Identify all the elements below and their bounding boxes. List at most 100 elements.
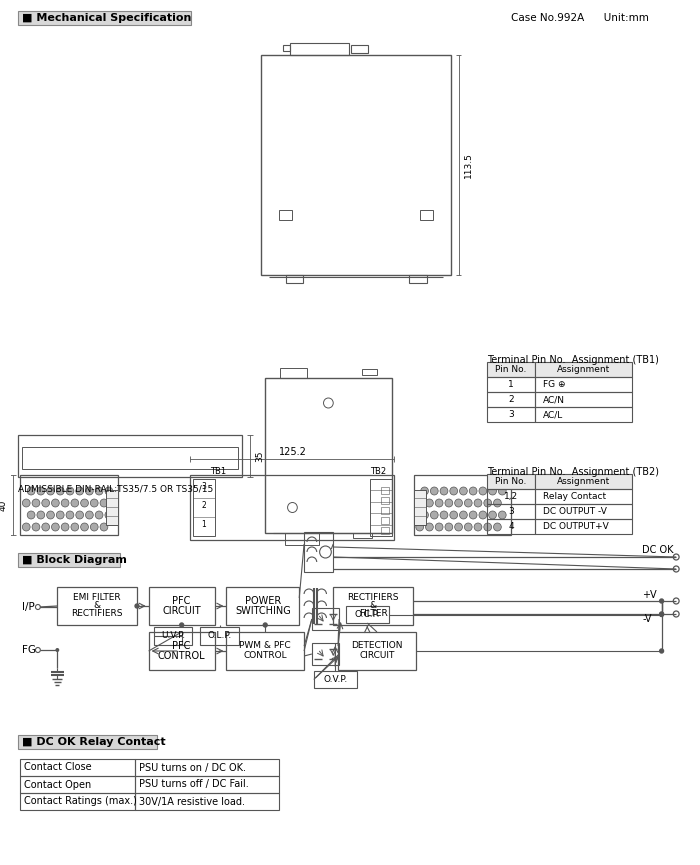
Circle shape xyxy=(430,487,438,495)
Text: DC OK: DC OK xyxy=(642,545,673,555)
Circle shape xyxy=(469,487,477,495)
Circle shape xyxy=(52,523,60,531)
Bar xyxy=(486,519,536,534)
Text: RECTIFIERS: RECTIFIERS xyxy=(347,593,399,603)
Bar xyxy=(304,532,333,572)
Circle shape xyxy=(416,523,423,531)
Circle shape xyxy=(27,511,35,519)
Text: Contact Open: Contact Open xyxy=(25,779,92,790)
Text: 113.5: 113.5 xyxy=(464,152,473,178)
Circle shape xyxy=(498,511,506,519)
Circle shape xyxy=(37,511,45,519)
Circle shape xyxy=(489,487,496,495)
Text: 3: 3 xyxy=(508,410,514,419)
Bar xyxy=(381,517,388,524)
Bar xyxy=(536,407,633,422)
Bar xyxy=(420,210,433,220)
Bar xyxy=(290,43,349,55)
Text: CONTROL: CONTROL xyxy=(244,651,287,661)
Text: Terminal Pin No.  Assignment (TB1): Terminal Pin No. Assignment (TB1) xyxy=(486,355,659,365)
Circle shape xyxy=(430,511,438,519)
Circle shape xyxy=(85,487,93,495)
Circle shape xyxy=(459,487,468,495)
Circle shape xyxy=(66,487,74,495)
Circle shape xyxy=(426,499,433,507)
Text: 30V/1A resistive load.: 30V/1A resistive load. xyxy=(139,797,245,806)
Circle shape xyxy=(426,523,433,531)
Bar xyxy=(414,475,511,535)
Circle shape xyxy=(450,511,458,519)
Circle shape xyxy=(445,523,453,531)
Circle shape xyxy=(42,499,50,507)
Circle shape xyxy=(464,523,473,531)
Text: 1,2: 1,2 xyxy=(504,492,518,501)
Bar xyxy=(106,490,118,525)
Circle shape xyxy=(498,487,506,495)
Text: PFC: PFC xyxy=(172,596,191,606)
Circle shape xyxy=(659,599,664,603)
Text: I/P: I/P xyxy=(22,602,35,612)
Circle shape xyxy=(47,511,55,519)
Bar xyxy=(312,608,339,630)
Bar xyxy=(18,553,120,567)
Circle shape xyxy=(489,511,496,519)
Text: 125.2: 125.2 xyxy=(279,447,307,457)
Bar xyxy=(333,587,413,625)
Circle shape xyxy=(263,623,267,627)
Text: RECTIFIERS: RECTIFIERS xyxy=(71,610,123,618)
Bar xyxy=(486,392,536,407)
Circle shape xyxy=(80,523,88,531)
Circle shape xyxy=(71,499,78,507)
Bar xyxy=(148,632,215,670)
Bar xyxy=(536,519,633,534)
Circle shape xyxy=(479,487,486,495)
Text: O.V.P.: O.V.P. xyxy=(323,675,347,684)
Circle shape xyxy=(455,523,463,531)
Text: TB2: TB2 xyxy=(370,466,386,476)
Circle shape xyxy=(90,523,98,531)
Bar xyxy=(381,497,388,504)
Text: 3: 3 xyxy=(202,482,206,491)
Text: ■ Mechanical Specification: ■ Mechanical Specification xyxy=(22,13,192,23)
Bar xyxy=(536,362,633,377)
Bar xyxy=(18,735,158,749)
Text: ■ DC OK Relay Contact: ■ DC OK Relay Contact xyxy=(22,737,166,747)
Text: &: & xyxy=(370,601,377,611)
Bar xyxy=(20,776,135,793)
Text: DETECTION: DETECTION xyxy=(351,642,402,650)
Bar xyxy=(226,632,304,670)
Text: AC/N: AC/N xyxy=(543,395,565,404)
Text: SWITCHING: SWITCHING xyxy=(235,606,290,616)
Text: FILTER: FILTER xyxy=(358,610,387,618)
Bar xyxy=(261,55,451,275)
Bar xyxy=(370,479,391,536)
Circle shape xyxy=(416,499,423,507)
Bar xyxy=(153,627,193,645)
Bar xyxy=(536,474,633,489)
Text: 40: 40 xyxy=(0,499,8,510)
Circle shape xyxy=(90,499,98,507)
Circle shape xyxy=(474,523,482,531)
Bar xyxy=(486,489,536,504)
Circle shape xyxy=(55,648,60,652)
Bar xyxy=(283,45,290,51)
Circle shape xyxy=(57,487,64,495)
Text: PFC: PFC xyxy=(172,641,191,651)
Text: 3: 3 xyxy=(508,507,514,516)
Text: POWER: POWER xyxy=(245,596,281,606)
Text: PWM & PFC: PWM & PFC xyxy=(239,642,291,650)
Text: Assignment: Assignment xyxy=(557,477,610,486)
Bar xyxy=(285,533,318,545)
Text: CIRCUIT: CIRCUIT xyxy=(359,651,395,661)
Circle shape xyxy=(52,499,60,507)
Circle shape xyxy=(135,604,139,608)
Circle shape xyxy=(469,511,477,519)
Circle shape xyxy=(32,499,40,507)
Text: CONTROL: CONTROL xyxy=(158,651,206,661)
Text: 4: 4 xyxy=(508,522,514,531)
Bar xyxy=(414,490,426,525)
Text: Pin No.: Pin No. xyxy=(496,365,526,374)
Circle shape xyxy=(95,487,103,495)
Text: Contact Ratings (max.): Contact Ratings (max.) xyxy=(25,797,137,806)
Text: PSU turns on / DC OK.: PSU turns on / DC OK. xyxy=(139,763,246,772)
